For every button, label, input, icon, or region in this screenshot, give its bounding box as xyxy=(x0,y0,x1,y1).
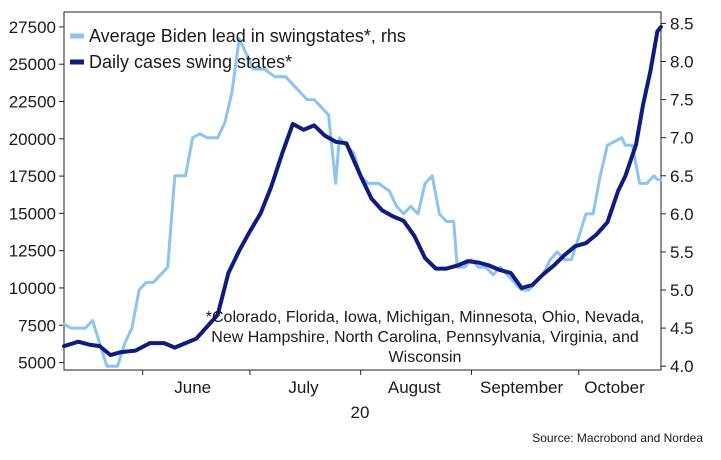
legend-label-daily-cases: Daily cases swing states* xyxy=(89,52,292,72)
x-year-label: 20 xyxy=(351,403,370,422)
y-right-tick-label: 6.5 xyxy=(670,167,694,186)
footnote-line-1: *Colorado, Florida, Iowa, Michigan, Minn… xyxy=(206,309,644,326)
plot-border xyxy=(63,11,662,371)
x-month-label: September xyxy=(480,378,563,397)
axis-ticks: 5000 7500 10000 12500 15000 17500 20000 22500 25… xyxy=(9,14,694,397)
y-right-tick-label: 6.0 xyxy=(670,205,694,224)
x-month-label: July xyxy=(288,378,319,397)
y-left-tick-label: 12500 xyxy=(9,242,56,261)
y-right-tick-label: 8.0 xyxy=(670,53,694,72)
y-left-tick-label: 7500 xyxy=(18,316,56,335)
y-left-tick-label: 22500 xyxy=(9,93,56,112)
series-line-daily-cases xyxy=(62,24,663,358)
y-right-tick-label: 4.0 xyxy=(670,357,694,376)
x-month-label: August xyxy=(388,378,441,397)
y-left-tick-label: 27500 xyxy=(9,18,56,37)
y-right-tick-label: 5.5 xyxy=(670,243,694,262)
legend: Average Biden lead in swingstates*, rhs … xyxy=(70,26,406,72)
footnote-line-3: Wisconsin xyxy=(389,349,462,366)
plot-frame xyxy=(63,11,662,371)
y-right-tick-label: 4.5 xyxy=(670,319,694,338)
footnote-line-2: New Hampshire, North Carolina, Pennsylva… xyxy=(211,329,638,346)
y-left-tick-label: 17500 xyxy=(9,167,56,186)
y-right-tick-label: 5.0 xyxy=(670,281,694,300)
y-right-tick-label: 7.0 xyxy=(670,129,694,148)
series-layer xyxy=(62,24,663,368)
x-month-label: June xyxy=(174,378,211,397)
y-right-tick-label: 7.5 xyxy=(670,91,694,110)
y-left-tick-label: 15000 xyxy=(9,204,56,223)
source-note: Source: Macrobond and Nordea xyxy=(532,431,703,445)
y-left-tick-label: 25000 xyxy=(9,55,56,74)
y-left-tick-label: 10000 xyxy=(9,279,56,298)
y-left-tick-label: 5000 xyxy=(18,354,56,373)
legend-label-biden-lead: Average Biden lead in swingstates*, rhs xyxy=(89,26,406,46)
y-right-tick-label: 8.5 xyxy=(670,14,694,33)
x-month-label: October xyxy=(584,378,645,397)
states-footnote: *Colorado, Florida, Iowa, Michigan, Minn… xyxy=(206,309,644,366)
y-left-tick-label: 20000 xyxy=(9,130,56,149)
